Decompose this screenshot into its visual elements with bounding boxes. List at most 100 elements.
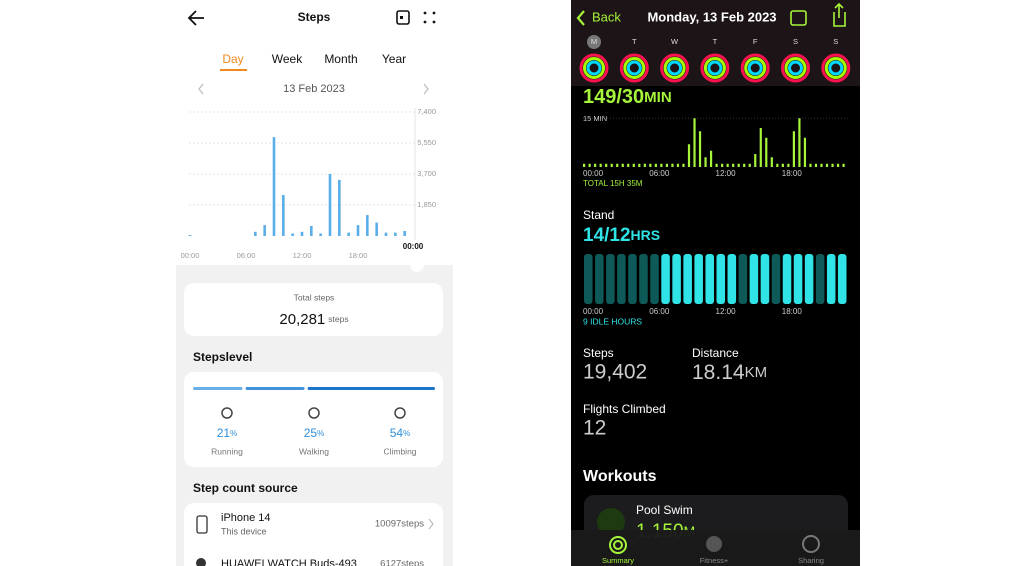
exercise-total: TOTAL 15H 35M [583, 179, 643, 188]
x-tick-label: 18:00 [349, 251, 368, 260]
level-label: Climbing [383, 446, 416, 456]
workout-name: Pool Swim [636, 503, 693, 517]
x-tick-label: 06:00 [649, 307, 670, 316]
stand-bar [738, 254, 748, 304]
stand-bar [705, 254, 714, 304]
bar [770, 157, 773, 167]
tab[interactable]: Day [222, 52, 243, 66]
tab-label[interactable]: Sharing [798, 556, 824, 565]
stand-bar [815, 254, 825, 304]
levels: 21% Running 25% Walking 54% Climbing [193, 387, 435, 456]
total-value: 20,281 steps [279, 311, 348, 328]
tab[interactable]: Year [382, 52, 406, 66]
day-letter: T [713, 37, 718, 46]
stand-bar [617, 254, 626, 304]
stand-bar [628, 254, 637, 304]
bar [605, 163, 608, 167]
level-label: Running [211, 446, 243, 456]
calendar-dot [400, 16, 403, 19]
back-chevron[interactable] [576, 10, 585, 26]
percent-unit: % [317, 429, 324, 438]
stand-bar [727, 254, 737, 304]
activity-ring [707, 60, 723, 76]
source-card [184, 503, 443, 566]
bar [610, 163, 613, 167]
tab-label[interactable]: Summary [602, 556, 634, 565]
bar [831, 163, 834, 167]
bar [660, 163, 663, 167]
date-arrows[interactable] [198, 83, 429, 95]
calendar-icon[interactable] [396, 10, 410, 25]
stand-value: 14/12HRS [583, 225, 660, 246]
day-letter: F [753, 37, 758, 46]
stand-bar [606, 254, 615, 304]
activity-ring [663, 57, 686, 79]
bar [743, 163, 746, 167]
tabs: Day Week Month Year [222, 52, 406, 66]
activity-ring [626, 60, 642, 76]
exercise-chart: 15 MIN 00:00 06:00 12:00 18:00 [583, 114, 848, 178]
stand-bar [837, 254, 847, 304]
back[interactable]: Back [592, 9, 621, 24]
bar [638, 163, 641, 167]
workouts-title: Workouts [583, 468, 657, 485]
bar [765, 137, 768, 167]
activity-ring [747, 60, 763, 76]
x-tick-label: 12:00 [293, 251, 312, 260]
activity-ring [619, 53, 649, 83]
stand-bar [672, 254, 681, 304]
back-icon[interactable] [187, 10, 204, 26]
y-tick-label: 3,700 [417, 169, 436, 178]
day-highlight [587, 35, 601, 49]
stand-bar [749, 254, 759, 304]
bar [375, 222, 378, 236]
stand-bar [716, 254, 726, 304]
idle: 9 IDLE HOURS [583, 316, 642, 326]
y-tick-label: 15 MIN [583, 114, 607, 123]
calendar-icon[interactable] [790, 10, 807, 26]
bar [643, 163, 646, 167]
bar [825, 163, 829, 167]
tab[interactable]: Week [272, 52, 303, 66]
activity-ring [660, 53, 690, 83]
tab[interactable]: Month [324, 52, 357, 66]
bar [594, 163, 597, 167]
total-card [184, 283, 443, 336]
bar [627, 163, 630, 167]
source-name: HUAWEI WATCH Buds-493 [221, 558, 357, 566]
activity-ring [821, 53, 851, 83]
share-icon[interactable] [833, 2, 846, 27]
more-icon[interactable] [423, 11, 436, 24]
activity-ring [586, 60, 602, 76]
bar [721, 163, 724, 167]
tab-labels: Summary Fitness+ Sharing [602, 556, 824, 565]
right-top [571, 0, 860, 86]
chevron[interactable] [428, 518, 434, 530]
day-letter: S [793, 37, 798, 46]
stand-number: 14/12 [583, 225, 631, 246]
day-letter: T [632, 37, 637, 46]
activity-ring [583, 57, 605, 79]
stat-label: Flights Climbed [583, 402, 666, 416]
stat-label: Distance [692, 346, 739, 360]
stand-title: Stand [583, 208, 614, 222]
activity-ring [703, 57, 726, 79]
source-steps: 10097steps [375, 519, 424, 530]
tab-label[interactable]: Fitness+ [700, 556, 729, 565]
bar [754, 154, 757, 167]
selected-time: 00:00 [403, 242, 424, 251]
activity-ring [579, 53, 609, 83]
x-tick-label: 00:00 [181, 251, 200, 260]
stand-bar [694, 254, 703, 304]
stat-number: 18.14 [692, 361, 745, 384]
bar [748, 163, 751, 167]
bar [676, 163, 680, 167]
activity-icon [394, 407, 406, 419]
bar [310, 225, 313, 236]
level-value: 25% [304, 426, 324, 440]
source-name: iPhone 14 [221, 512, 271, 524]
swim-icon [597, 508, 625, 536]
phone-icon [196, 515, 208, 534]
bar [403, 230, 406, 236]
